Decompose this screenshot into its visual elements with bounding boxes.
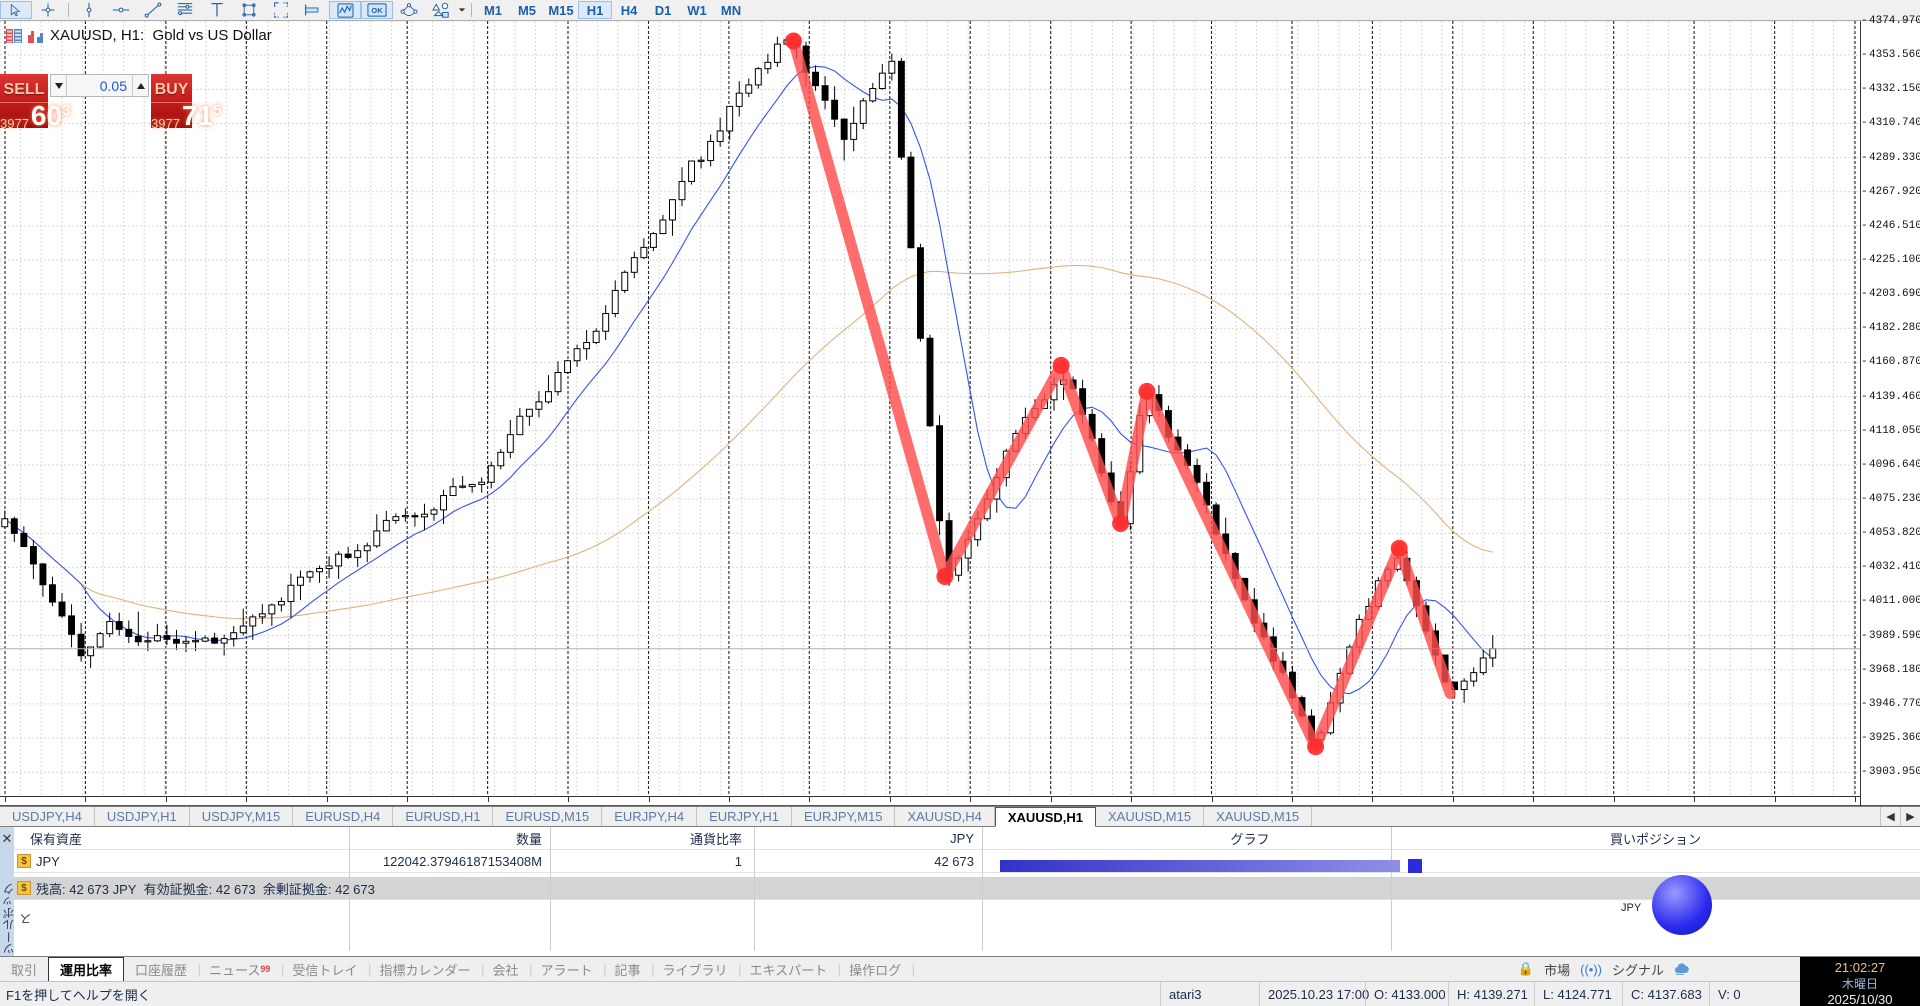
svg-text:OK: OK <box>371 6 383 15</box>
